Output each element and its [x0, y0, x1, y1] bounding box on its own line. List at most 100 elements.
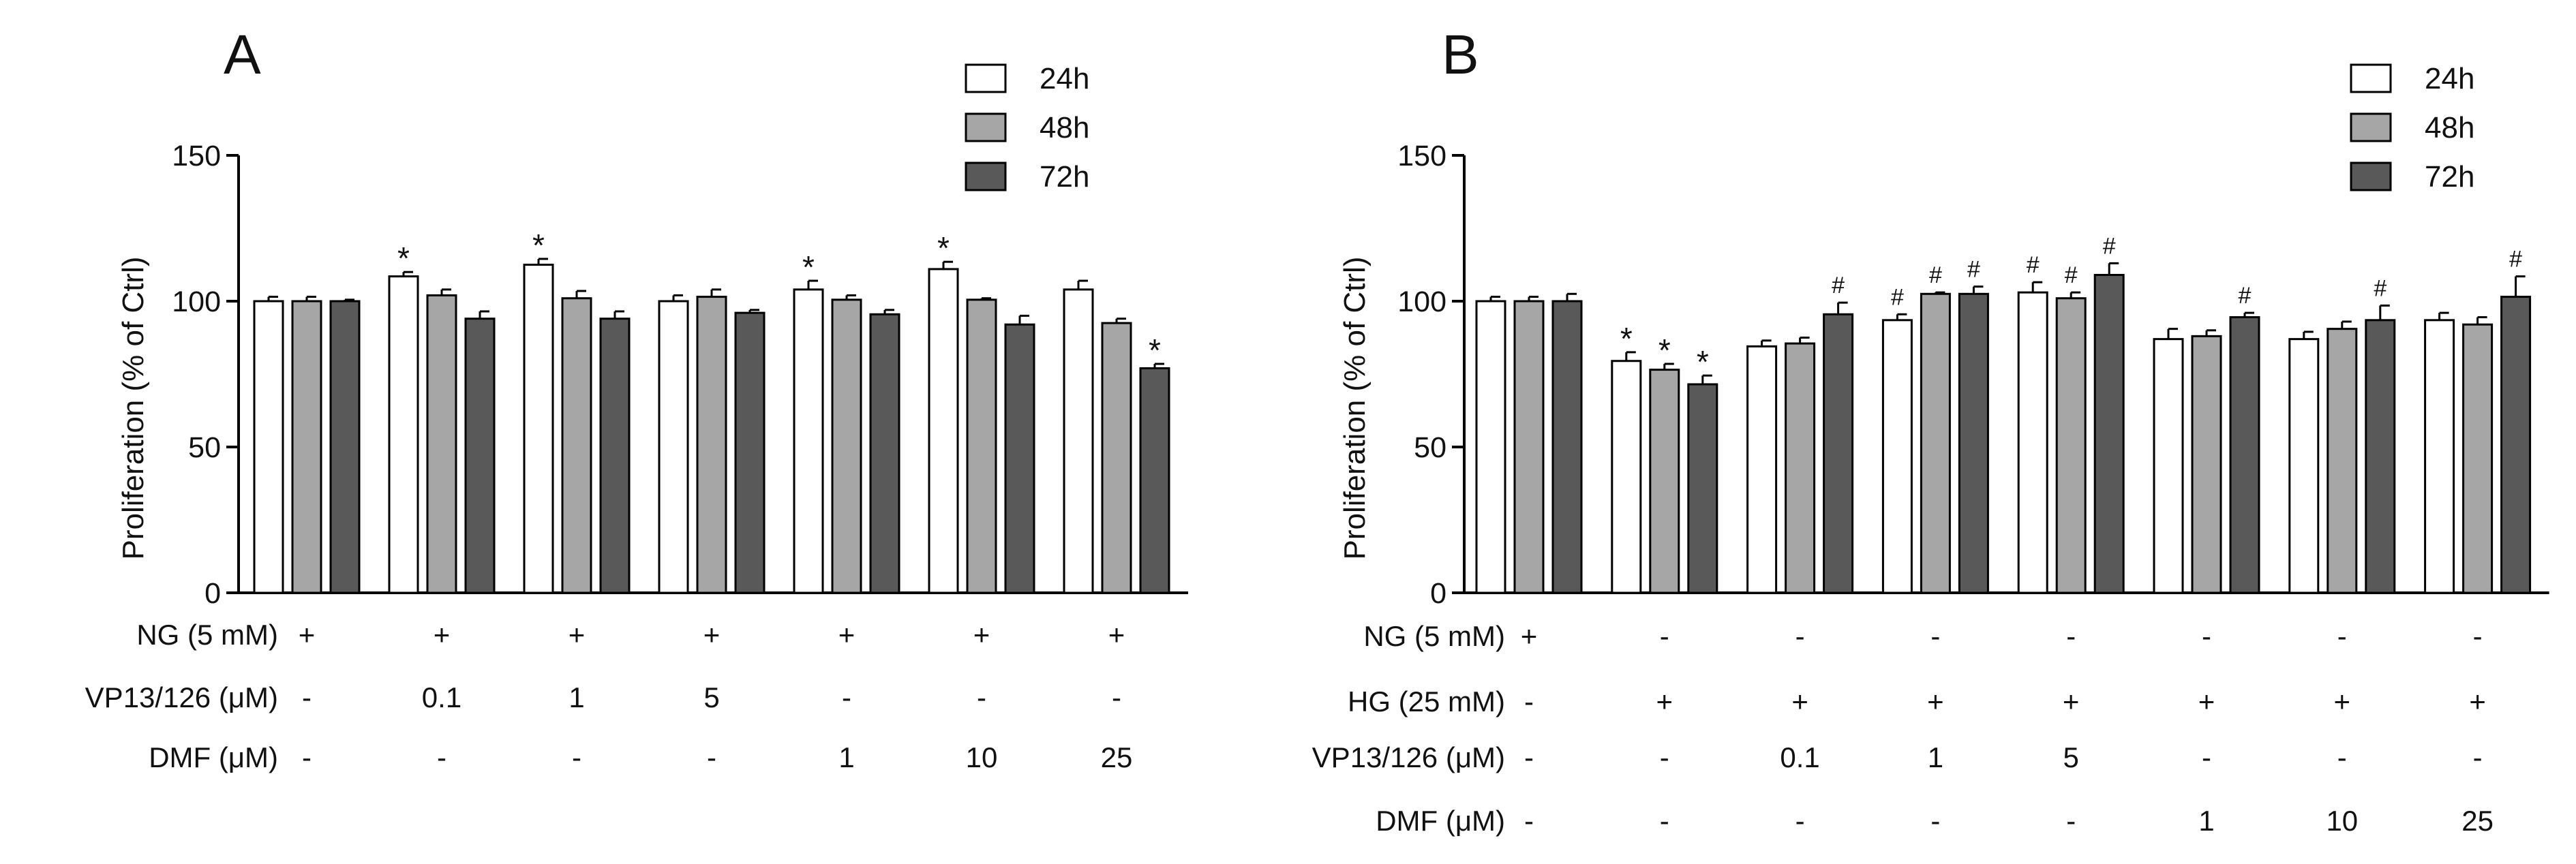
- condition-value: +: [2198, 685, 2215, 718]
- condition-value: +: [1927, 685, 1944, 718]
- bar-48h: [831, 298, 862, 594]
- condition-value: +: [569, 619, 586, 651]
- condition-value: +: [2334, 685, 2351, 718]
- condition-value: -: [302, 681, 312, 713]
- condition-value: +: [299, 619, 316, 651]
- significance-mark: #: [2509, 247, 2522, 273]
- condition-value: 1: [1928, 741, 1943, 773]
- condition-value: +: [838, 619, 855, 651]
- condition-value: +: [1521, 620, 1538, 652]
- bar-72h: [1004, 323, 1035, 594]
- condition-value: -: [977, 681, 986, 713]
- condition-value: +: [973, 619, 990, 651]
- bar-72h: [1958, 292, 1989, 594]
- panel-a: A 0 50 100 150 Proliferation (% of Ctrl) * * * * *…: [85, 24, 1188, 773]
- condition-value: 5: [703, 681, 719, 713]
- legend-swatch-72h: [2350, 161, 2392, 191]
- bar-24h: [1881, 319, 1913, 594]
- significance-mark: *: [1149, 333, 1161, 368]
- bar-24h: [2017, 291, 2048, 594]
- condition-value: -: [437, 741, 446, 773]
- bar-24h: [2288, 338, 2320, 594]
- condition-value: 1: [569, 681, 584, 713]
- y-tick-label: 50: [188, 431, 221, 464]
- condition-value: -: [2066, 805, 2076, 837]
- condition-value: -: [707, 741, 716, 773]
- bar-48h: [1513, 300, 1545, 594]
- bar-72h: [2500, 296, 2532, 594]
- condition-label: HG (25 mM): [1348, 685, 1505, 718]
- y-tick-label: 150: [1397, 140, 1446, 172]
- bar-72h: [2365, 319, 2396, 594]
- bar-24h: [2153, 338, 2184, 594]
- condition-value: -: [842, 681, 851, 713]
- bar-48h: [561, 297, 592, 594]
- condition-value: -: [2202, 620, 2211, 652]
- legend-swatch-48h: [2350, 112, 2392, 142]
- significance-mark: #: [2374, 275, 2386, 301]
- significance-mark: #: [2027, 252, 2040, 278]
- significance-mark: #: [2103, 233, 2116, 259]
- condition-value: -: [1524, 685, 1534, 718]
- significance-mark: *: [1620, 321, 1633, 356]
- significance-mark: #: [1891, 284, 1904, 310]
- bar-24h: [793, 288, 824, 594]
- condition-value: 25: [2461, 805, 2494, 837]
- condition-label: VP13/126 (μM): [85, 681, 278, 713]
- panel-b: B 0 50 100 150 Proliferation (% of Ctrl) * # # * #…: [1312, 24, 2549, 837]
- bar-48h: [1649, 369, 1680, 594]
- condition-value: +: [2469, 685, 2486, 718]
- condition-label: DMF (μM): [149, 741, 278, 773]
- condition-value: 0.1: [1780, 741, 1819, 773]
- y-axis-title: Proliferation (% of Ctrl): [117, 256, 150, 559]
- condition-value: -: [1930, 805, 1940, 837]
- condition-value: -: [302, 741, 312, 773]
- y-tick-label: 100: [172, 286, 221, 318]
- bar-72h: [1687, 383, 1718, 594]
- legend-label: 24h: [2425, 62, 2474, 95]
- significance-mark: #: [1967, 257, 1980, 283]
- condition-label: DMF (μM): [1376, 805, 1505, 837]
- bar-24h: [253, 300, 284, 594]
- significance-mark: *: [1697, 344, 1709, 380]
- bar-24h: [1475, 300, 1506, 594]
- significance-mark: *: [937, 230, 950, 266]
- condition-value: -: [1524, 741, 1534, 773]
- bar-72h: [464, 318, 496, 594]
- legend-swatch-24h: [2350, 63, 2392, 93]
- y-axis-title: Proliferation (% of Ctrl): [1338, 256, 1372, 559]
- bar-72h: [869, 313, 900, 594]
- condition-value: -: [572, 741, 581, 773]
- condition-value: -: [1795, 620, 1805, 652]
- bar-48h: [291, 300, 322, 594]
- legend-label: 24h: [1040, 62, 1089, 95]
- bar-24h: [2424, 319, 2455, 594]
- bar-48h: [966, 298, 997, 594]
- condition-value: 0.1: [422, 681, 461, 713]
- y-tick-label: 150: [172, 140, 221, 172]
- condition-value: -: [1795, 805, 1805, 837]
- condition-value: +: [1791, 685, 1808, 718]
- condition-value: -: [2066, 620, 2076, 652]
- bar-48h: [2191, 335, 2222, 594]
- bar-72h: [1823, 313, 1854, 594]
- condition-value: -: [1660, 741, 1669, 773]
- condition-value: -: [2337, 741, 2347, 773]
- condition-value: -: [1112, 681, 1121, 713]
- significance-mark: *: [1658, 333, 1671, 368]
- panel-label: A: [224, 24, 261, 86]
- legend-label: 72h: [1040, 160, 1089, 194]
- legend-label: 72h: [2425, 160, 2474, 194]
- condition-label: NG (5 mM): [136, 619, 278, 651]
- condition-value: -: [1660, 620, 1669, 652]
- condition-value: +: [703, 619, 721, 651]
- condition-label: NG (5 mM): [1363, 620, 1505, 652]
- condition-value: 1: [2198, 805, 2214, 837]
- bar-72h: [1139, 367, 1170, 594]
- legend-swatch-72h: [965, 161, 1007, 191]
- legend-label: 48h: [1040, 111, 1089, 144]
- y-tick-label: 100: [1397, 286, 1446, 318]
- condition-value: +: [434, 619, 451, 651]
- condition-value: +: [2063, 685, 2080, 718]
